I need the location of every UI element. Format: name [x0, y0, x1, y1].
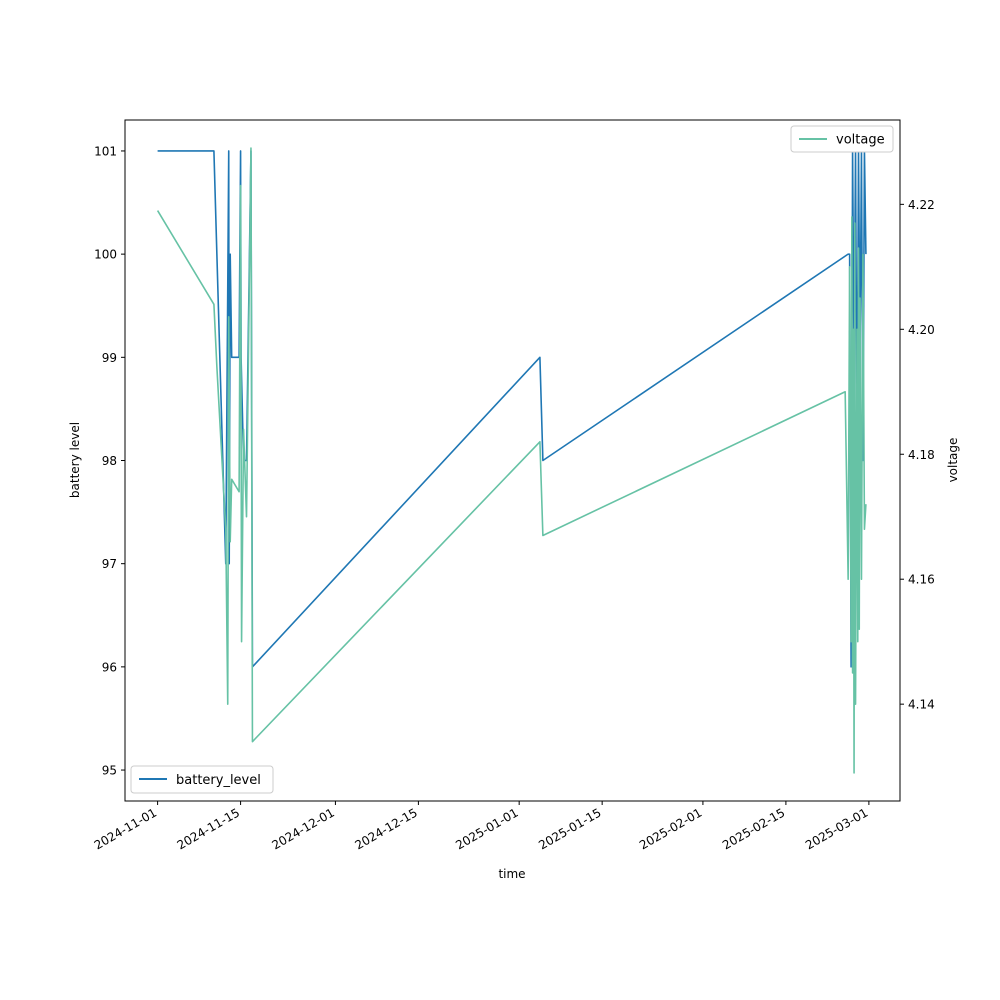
x-axis-title: time	[498, 867, 525, 881]
y-left-tick-label: 97	[102, 557, 117, 571]
legend-voltage-label: voltage	[836, 133, 885, 148]
legend-battery-level-label: battery_level	[176, 773, 261, 788]
x-tick-label: 2024-11-15	[175, 805, 242, 852]
series-line-voltage	[156, 147, 867, 774]
y-left-tick-label: 96	[102, 660, 117, 674]
legend-battery-level-box	[130, 765, 274, 794]
y-right-tick-label: 4.22	[908, 198, 935, 212]
y-left-tick-label: 100	[94, 248, 117, 262]
x-tick-label: 2025-03-01	[803, 805, 870, 852]
x-tick-label: 2025-01-01	[453, 805, 520, 852]
y-right-tick-label: 4.20	[908, 323, 935, 337]
y-left-tick-label: 95	[102, 764, 117, 778]
series-line-battery-level	[157, 150, 867, 668]
y-right-tick-label: 4.18	[908, 448, 935, 462]
x-tick-label: 2024-11-01	[92, 805, 159, 852]
y-left-tick-label: 99	[102, 351, 117, 365]
x-tick-label: 2025-01-15	[536, 805, 603, 852]
x-tick-label: 2025-02-15	[720, 805, 787, 852]
y-right-tick-label: 4.14	[908, 698, 935, 712]
legend-voltage: voltage	[790, 125, 894, 153]
x-tick-label: 2024-12-15	[352, 805, 419, 852]
y-left-tick-label: 101	[94, 144, 117, 158]
y-left-axis-title: battery level	[68, 422, 82, 498]
y-left-tick-label: 98	[102, 454, 117, 468]
x-tick-label: 2024-12-01	[270, 805, 337, 852]
y-right-axis-title: voltage	[946, 438, 960, 483]
legend-battery-level: battery_level	[130, 765, 274, 794]
x-tick-label: 2025-02-01	[637, 805, 704, 852]
legend-voltage-box	[790, 125, 894, 153]
y-right-tick-label: 4.16	[908, 573, 935, 587]
